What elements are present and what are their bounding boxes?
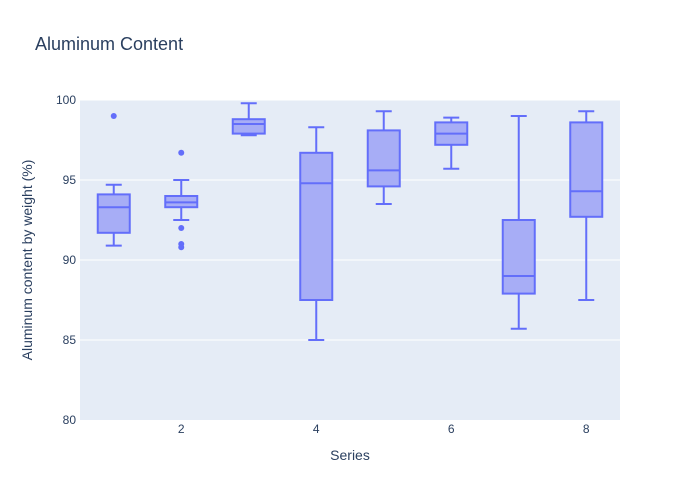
box-iqr: [299, 151, 334, 301]
box-series-3: [231, 102, 266, 137]
box-series-7: [501, 115, 536, 330]
x-tick-label: 6: [448, 422, 455, 436]
box-series-4: [299, 126, 334, 341]
box-series-8: [569, 110, 604, 301]
outlier-point: [178, 244, 185, 251]
box-series-6: [434, 116, 469, 170]
box-series-1: [96, 113, 131, 247]
box-series-5: [366, 110, 401, 205]
box-series-2: [164, 149, 199, 251]
y-axis-title: Aluminum content by weight (%): [19, 160, 35, 361]
y-tick-label: 90: [63, 253, 77, 267]
grid-lines: [80, 99, 620, 341]
box-iqr: [96, 193, 131, 234]
x-tick-label: 4: [313, 422, 320, 436]
outlier-point: [178, 149, 185, 156]
box-layer: [96, 102, 604, 341]
box-iqr: [366, 129, 401, 188]
box-iqr: [569, 121, 604, 218]
x-axis-title: Series: [330, 447, 370, 463]
y-tick-label: 100: [56, 93, 76, 107]
y-tick-label: 85: [63, 333, 77, 347]
outlier-point: [110, 113, 117, 119]
x-tick-labels: 2 4 6 8: [178, 422, 590, 436]
outlier-point: [178, 225, 185, 231]
y-tick-label: 80: [63, 413, 77, 427]
y-tick-label: 95: [63, 173, 77, 187]
chart-title: Aluminum Content: [35, 34, 183, 54]
y-tick-labels: 80 85 90 95 100: [56, 93, 76, 427]
box-iqr: [231, 118, 266, 135]
x-tick-label: 8: [583, 422, 590, 436]
x-tick-label: 2: [178, 422, 185, 436]
box-iqr: [501, 219, 536, 295]
